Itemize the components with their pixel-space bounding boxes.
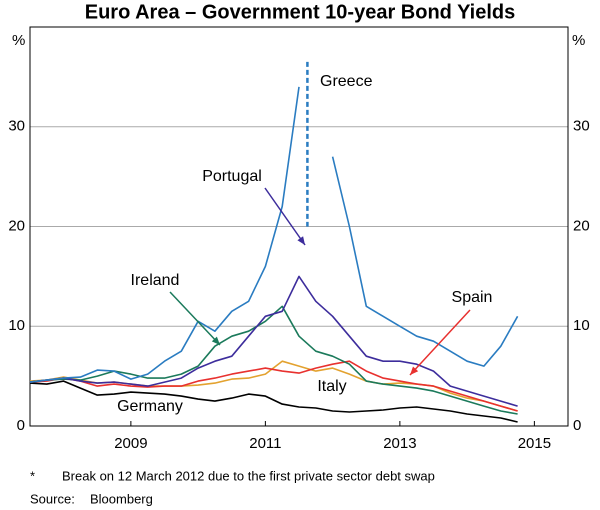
series-line bbox=[29, 380, 518, 423]
y-tick-label: 30 bbox=[8, 118, 25, 135]
arrow-head bbox=[297, 236, 305, 245]
series-label: Spain bbox=[452, 289, 493, 306]
label-arrow bbox=[409, 309, 471, 376]
y-tick-label-right: 20 bbox=[573, 217, 590, 234]
y-unit-left: % bbox=[12, 32, 25, 49]
series-line bbox=[29, 86, 519, 383]
series-label: Italy bbox=[317, 378, 346, 395]
y-unit-right: % bbox=[572, 32, 585, 49]
y-tick-label: 20 bbox=[8, 217, 25, 234]
footnote-marker: * bbox=[30, 468, 35, 483]
y-tick-label-right: 0 bbox=[573, 417, 581, 434]
footnote: Break on 12 March 2012 due to the first … bbox=[62, 468, 435, 483]
label-arrow bbox=[169, 291, 221, 346]
series-label: Portugal bbox=[202, 168, 262, 185]
y-tick-label: 0 bbox=[17, 417, 25, 434]
x-tick-label: 2011 bbox=[249, 435, 281, 452]
series-label: Ireland bbox=[131, 272, 180, 289]
x-tick-label: 2013 bbox=[383, 435, 416, 452]
plot-frame bbox=[29, 26, 569, 427]
x-tick-label: 2015 bbox=[518, 435, 551, 452]
y-tick-label-right: 30 bbox=[573, 118, 590, 135]
series-label: Greece bbox=[320, 73, 373, 90]
x-tick-label: 2009 bbox=[114, 435, 147, 452]
series-line bbox=[29, 275, 518, 407]
series-line bbox=[29, 305, 518, 415]
series-label: Germany bbox=[117, 398, 183, 415]
y-tick-label: 10 bbox=[8, 317, 25, 334]
arrow-head bbox=[211, 336, 220, 345]
label-arrow bbox=[264, 187, 306, 246]
y-tick-label-right: 10 bbox=[573, 317, 590, 334]
source: Bloomberg bbox=[90, 491, 153, 506]
series-line bbox=[29, 360, 518, 412]
chart-title: Euro Area – Government 10-year Bond Yiel… bbox=[85, 1, 516, 23]
source-label: Source: bbox=[30, 491, 75, 506]
arrow-head bbox=[410, 366, 419, 375]
